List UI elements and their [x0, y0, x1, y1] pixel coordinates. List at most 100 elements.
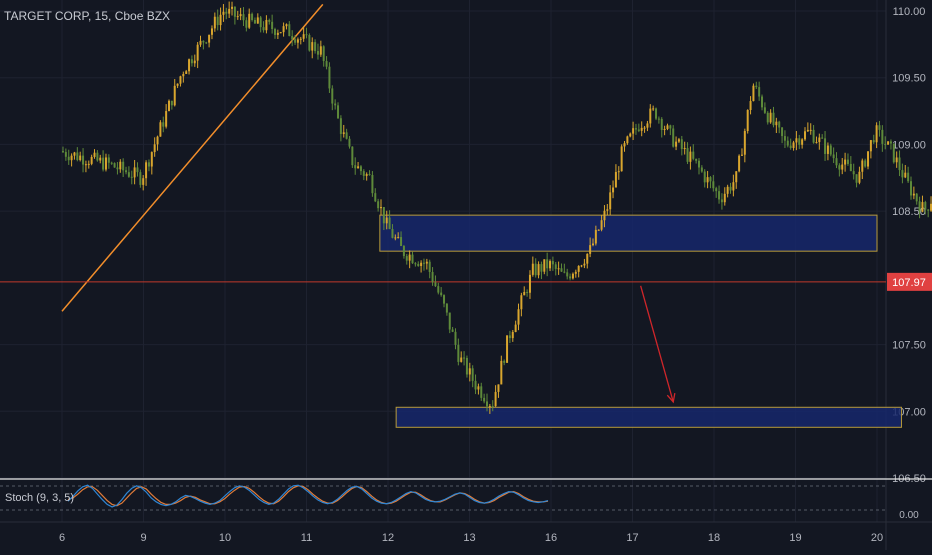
zone-rectangle-2[interactable] [395, 406, 902, 428]
stoch-label: Stoch (9, 3, 5) [5, 492, 75, 504]
candle-body [546, 259, 549, 269]
candle-body [354, 165, 357, 169]
candle-body [875, 125, 878, 143]
candle-body [506, 335, 509, 363]
candle-body [629, 133, 632, 137]
candle-body [606, 209, 609, 211]
candle-body [182, 73, 185, 77]
candle-body [228, 8, 231, 14]
candle-body [500, 360, 503, 385]
candle-body [898, 157, 901, 171]
candle-body [451, 329, 454, 332]
candle-body [769, 112, 772, 123]
candle-body [365, 174, 368, 176]
candle-body [165, 111, 168, 127]
candle-body [766, 112, 769, 123]
x-tick-label: 19 [789, 532, 801, 544]
candle-body [835, 158, 838, 166]
candle-body [402, 245, 405, 257]
candle-body [311, 42, 314, 51]
candle-body [543, 259, 546, 272]
candle-body [64, 152, 67, 157]
arrow-shaft[interactable] [640, 285, 674, 403]
candle-body [600, 220, 603, 230]
candle-body [626, 136, 629, 144]
candle-body [256, 17, 259, 24]
candle-body [657, 118, 660, 120]
candle-body [253, 20, 256, 24]
candle-body [202, 40, 205, 43]
candle-body [400, 237, 403, 246]
candle-body [700, 167, 703, 172]
candle-body [62, 151, 64, 153]
candle-body [316, 51, 319, 55]
candle-body [666, 125, 669, 129]
x-tick-label: 13 [463, 532, 475, 544]
candle-body [454, 331, 457, 345]
candle-body [586, 253, 589, 264]
candle-body [763, 107, 766, 113]
candle-body [809, 129, 812, 131]
candle-body [308, 35, 311, 51]
candle-body [170, 100, 173, 106]
candle-body [551, 261, 554, 265]
candle-body [637, 129, 640, 131]
candle-body [838, 165, 841, 170]
candle-body [508, 335, 511, 339]
candle-body [265, 19, 268, 31]
candle-body [729, 186, 732, 191]
candle-body [485, 401, 488, 407]
candle-body [803, 131, 806, 140]
candle-body [740, 154, 743, 156]
candle-body [695, 158, 698, 161]
last-price-label-bg [887, 272, 932, 291]
candle-body [443, 295, 446, 304]
candle-body [99, 157, 102, 161]
candle-body [821, 137, 824, 139]
candle-body [251, 13, 254, 21]
candle-body [632, 128, 635, 134]
candle-body [677, 139, 680, 142]
x-tick-label: 16 [545, 532, 557, 544]
candle-body [580, 265, 583, 267]
candle-body [368, 174, 371, 176]
candle-body [233, 6, 236, 17]
candle-body [150, 152, 153, 167]
candle-body [239, 14, 242, 17]
candle-body [87, 163, 90, 165]
candle-body [738, 155, 741, 172]
candle-body [921, 202, 924, 212]
candle-body [162, 122, 165, 127]
candle-body [858, 171, 861, 183]
candle-body [491, 405, 494, 407]
candle-body [560, 268, 563, 272]
candle-body [554, 264, 557, 269]
candle-body [755, 85, 758, 88]
candle-body [861, 160, 864, 172]
candle-body [359, 166, 362, 172]
candle-body [279, 32, 282, 34]
candle-body [190, 59, 193, 64]
candle-body [379, 207, 382, 209]
candle-body [643, 127, 646, 129]
trendline[interactable] [61, 3, 324, 312]
candle-body [652, 108, 655, 110]
candle-body [440, 292, 443, 296]
candle-body [334, 103, 337, 106]
candle-body [646, 123, 649, 128]
x-tick-label: 11 [301, 532, 312, 544]
candle-body [829, 145, 832, 155]
candle-body [302, 34, 305, 39]
candle-body [460, 357, 463, 362]
candle-body [84, 164, 87, 166]
candle-body [927, 209, 930, 211]
candle-body [222, 11, 225, 15]
zone-rectangle-1[interactable] [379, 214, 878, 252]
candle-body [591, 243, 594, 246]
candle-body [918, 201, 921, 212]
candle-body [612, 187, 615, 193]
candle-body [345, 132, 348, 139]
candle-body [594, 229, 597, 244]
